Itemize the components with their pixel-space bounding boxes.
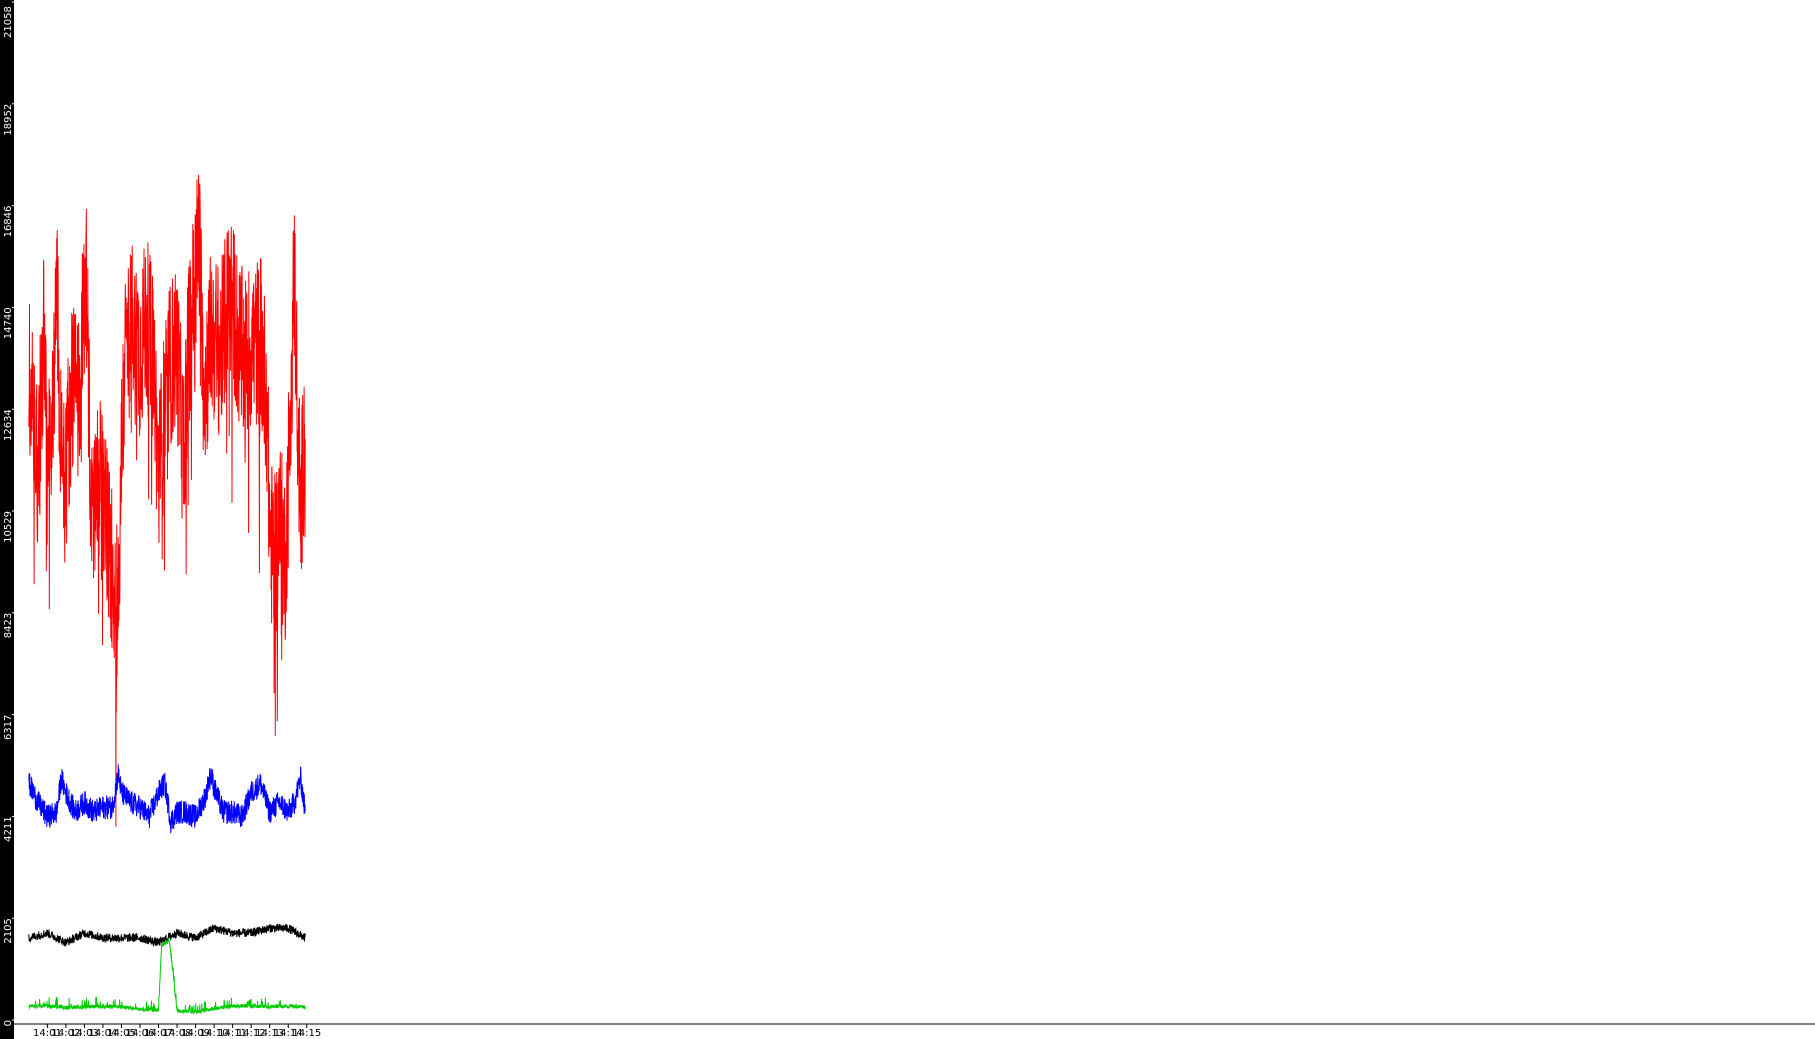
series-line-3 xyxy=(28,923,306,948)
y-tick-label: 18952 xyxy=(3,104,14,136)
x-axis-ticks: 14:0114:0214:0314:0414:0514:0614:0714:08… xyxy=(33,1024,321,1039)
x-tick-label: 14:12 xyxy=(237,1028,266,1039)
x-tick-label: 14:06 xyxy=(126,1028,155,1039)
y-tick-label: 2105 xyxy=(3,918,14,943)
y-axis-ticks: 0 2105 4211 6317 8423 10529 12634 14740 16846 189… xyxy=(3,1,14,1026)
y-tick-label: 16846 xyxy=(3,206,14,238)
x-tick-label: 14:14 xyxy=(274,1028,303,1039)
x-tick-label: 14:05 xyxy=(107,1028,136,1039)
x-tick-label: 14:02 xyxy=(51,1028,80,1039)
x-tick-label: 14:01 xyxy=(33,1028,62,1039)
x-tick-label: 14:09 xyxy=(181,1028,210,1039)
x-tick-label: 14:08 xyxy=(163,1028,192,1039)
x-tick-label: 14:10 xyxy=(200,1028,229,1039)
x-tick-label: 14:03 xyxy=(70,1028,99,1039)
y-tick-label: 6317 xyxy=(3,715,14,740)
y-tick-label: 0 xyxy=(3,1020,14,1026)
y-axis-band xyxy=(0,0,14,1039)
series-layer xyxy=(28,174,306,1015)
y-tick-label: 8423 xyxy=(3,613,14,638)
y-tick-label: 10529 xyxy=(3,511,14,543)
x-axis-label-strip xyxy=(14,1024,1815,1039)
y-tick-label: 14740 xyxy=(3,307,14,339)
y-tick-label: 12634 xyxy=(3,409,14,441)
x-tick-label: 14:11 xyxy=(218,1028,247,1039)
x-tick-label: 14:15 xyxy=(292,1028,321,1039)
x-tick-label: 14:07 xyxy=(144,1028,173,1039)
y-tick-label: 4211 xyxy=(3,816,14,841)
x-tick-label: 14:04 xyxy=(88,1028,117,1039)
series-line-4 xyxy=(28,937,306,1015)
series-line-1 xyxy=(28,174,306,827)
y-tick-label: 21058 xyxy=(3,6,14,38)
x-tick-label: 14:13 xyxy=(255,1028,284,1039)
series-line-2 xyxy=(28,764,306,834)
